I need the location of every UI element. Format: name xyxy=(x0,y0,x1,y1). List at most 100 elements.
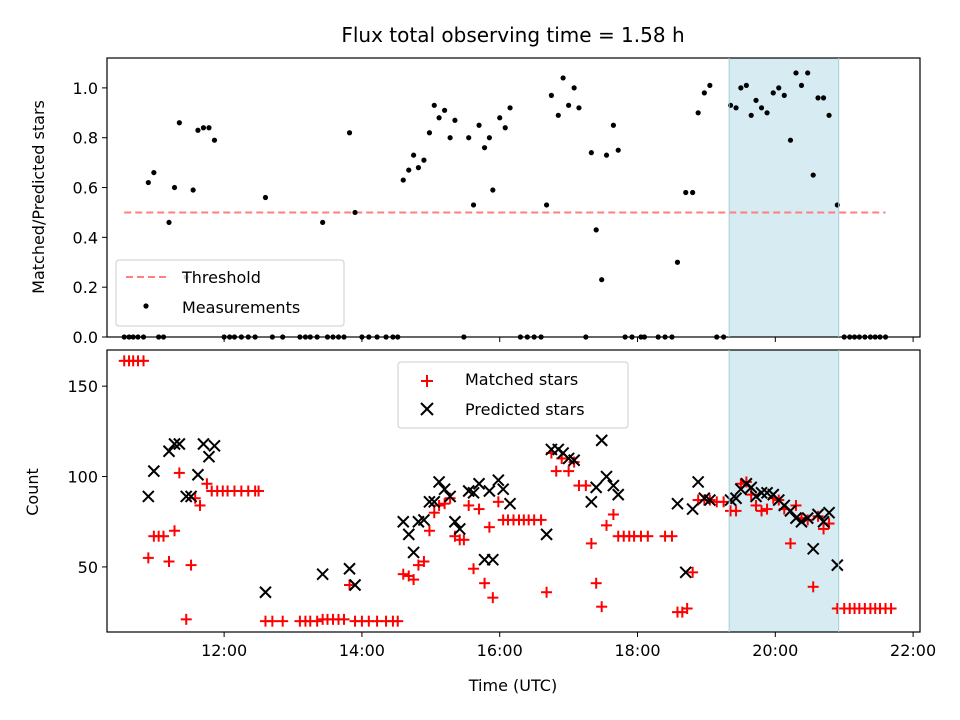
predicted-star-marker xyxy=(811,508,825,521)
measurement-point xyxy=(701,90,707,96)
matched-star-marker xyxy=(277,615,289,627)
predicted-star-marker xyxy=(755,486,768,500)
predicted-star-marker xyxy=(496,482,510,496)
matched-star-marker xyxy=(563,465,575,477)
predicted-star-marker xyxy=(180,490,193,503)
matched-star-marker xyxy=(483,521,495,533)
measurement-point xyxy=(770,90,776,96)
top-legend: Threshold Measurements xyxy=(115,259,345,327)
measurement-point xyxy=(690,189,696,196)
predicted-star-marker xyxy=(443,490,457,503)
matched-star-marker xyxy=(344,579,356,591)
top-y-tick-label: 1.0 xyxy=(73,79,98,98)
measurement-point xyxy=(145,179,151,186)
matched-star-marker xyxy=(439,498,451,510)
legend-measurements-swatch xyxy=(143,303,149,309)
matched-star-marker xyxy=(601,519,613,531)
matched-star-marker xyxy=(885,603,897,614)
predicted-star-marker xyxy=(691,475,705,489)
measurement-point xyxy=(793,70,799,76)
top-y-tick-label: 0.4 xyxy=(73,228,98,247)
bottom-x-tick-label: 20:00 xyxy=(752,641,798,660)
measurement-point xyxy=(593,227,599,233)
predicted-star-marker xyxy=(600,470,613,483)
top-measurement-points xyxy=(121,70,889,340)
measurement-point xyxy=(406,167,412,173)
matched-star-marker xyxy=(756,505,768,517)
predicted-star-marker xyxy=(807,542,820,556)
measurement-point xyxy=(171,184,178,191)
predicted-star-marker xyxy=(607,479,620,492)
measurement-point xyxy=(571,85,577,91)
matched-star-marker xyxy=(535,514,547,526)
measurement-point xyxy=(733,105,739,111)
legend-measurements-label: Measurements xyxy=(182,298,300,317)
top-panel: 0.0 0.2 0.4 0.6 0.8 1.0 Flux total observing … xyxy=(29,23,921,347)
bottom-x-ticks: 12:00 14:00 16:00 18:00 20:00 22:00 xyxy=(201,632,936,660)
matched-star-marker xyxy=(463,499,475,511)
predicted-star-marker xyxy=(795,515,808,528)
predicted-star-marker xyxy=(162,445,176,458)
matched-star-marker xyxy=(185,559,197,571)
bottom-x-tick-label: 16:00 xyxy=(477,641,523,660)
top-y-tick-label: 0.6 xyxy=(73,179,98,198)
predicted-star-marker xyxy=(671,497,684,510)
measurement-point xyxy=(764,110,770,116)
measurement-point xyxy=(442,107,448,113)
measurement-point xyxy=(781,92,787,98)
measurement-point xyxy=(195,127,201,133)
matched-star-marker xyxy=(681,603,693,614)
matched-star-marker xyxy=(418,556,430,567)
measurement-point xyxy=(346,130,353,136)
matched-star-marker xyxy=(784,537,796,549)
measurement-point xyxy=(743,82,749,89)
predicted-star-marker xyxy=(168,437,181,451)
matched-star-marker xyxy=(735,478,747,490)
measurement-point xyxy=(820,95,827,101)
predicted-star-marker xyxy=(202,450,216,463)
bottom-y-tick-label: 100 xyxy=(67,468,98,487)
matched-star-marker xyxy=(666,530,678,542)
predicted-star-marker xyxy=(749,490,763,503)
predicted-star-marker xyxy=(453,522,466,536)
measurement-point xyxy=(805,70,811,76)
predicted-star-marker xyxy=(729,492,743,505)
top-y-ticks: 0.0 0.2 0.4 0.6 0.8 1.0 xyxy=(73,79,107,347)
legend-matched-swatch xyxy=(421,375,433,387)
measurement-point xyxy=(447,135,453,141)
predicted-star-marker xyxy=(402,528,415,541)
measurement-point xyxy=(426,130,433,136)
measurement-point xyxy=(787,137,794,143)
matched-star-marker xyxy=(687,566,699,578)
x-axis-label: Time (UTC) xyxy=(468,676,557,695)
predicted-star-marker xyxy=(486,553,500,566)
measurement-point xyxy=(211,137,218,143)
bottom-y-tick-label: 50 xyxy=(78,558,98,577)
predicted-star-marker xyxy=(686,502,699,516)
predicted-star-marker xyxy=(492,473,505,487)
bottom-x-tick-label: 12:00 xyxy=(201,641,247,660)
top-y-tick-label: 0.2 xyxy=(73,278,98,297)
measurement-point xyxy=(798,82,805,89)
measurement-point xyxy=(431,102,437,108)
measurement-point xyxy=(436,115,442,121)
measurement-point xyxy=(776,85,782,91)
measurement-point xyxy=(826,112,832,118)
matched-star-marker xyxy=(253,485,265,497)
matched-stars-points xyxy=(118,355,897,627)
matched-star-marker xyxy=(541,586,553,598)
predicted-star-marker xyxy=(585,495,598,509)
matched-star-marker xyxy=(163,556,175,567)
matched-star-marker xyxy=(590,577,602,589)
predicted-star-marker xyxy=(467,486,480,500)
predicted-star-marker xyxy=(259,586,272,599)
matched-star-marker xyxy=(761,503,773,515)
measurement-point xyxy=(502,125,508,131)
predicted-star-marker xyxy=(147,464,161,478)
bottom-x-tick-label: 22:00 xyxy=(890,641,936,660)
legend-predicted-swatch xyxy=(420,402,434,416)
matched-star-marker xyxy=(585,537,597,549)
measurement-point xyxy=(320,219,326,226)
predicted-star-marker xyxy=(483,484,496,498)
bottom-x-tick-label: 18:00 xyxy=(614,641,660,660)
